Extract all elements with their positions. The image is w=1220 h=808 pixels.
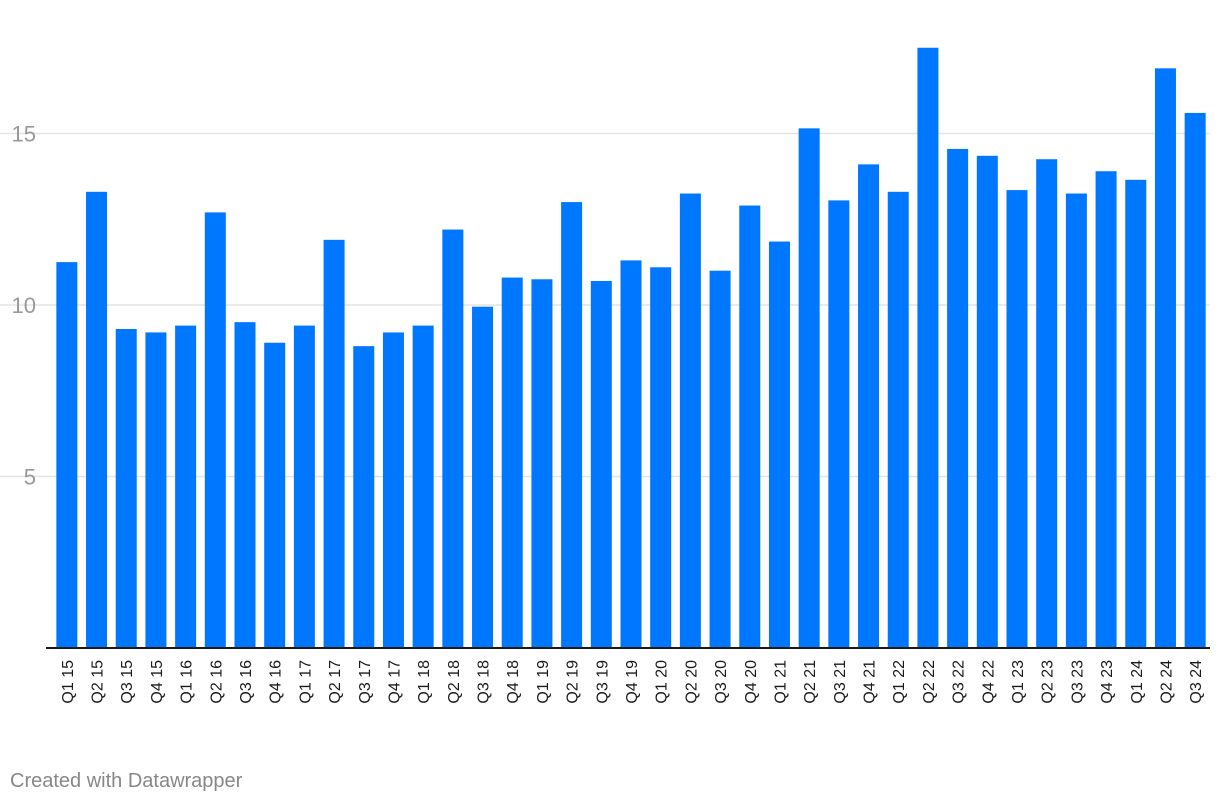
x-tick-label: Q1 15 [60,660,77,704]
bar [323,239,345,648]
bar [709,270,731,648]
x-tick-label: Q3 15 [119,660,136,704]
x-tick-label: Q1 21 [772,660,789,704]
bar [679,193,701,648]
x-tick-label: Q3 17 [357,660,374,704]
bar [145,332,167,648]
x-tick-label: Q1 22 [891,660,908,704]
x-tick-label: Q4 19 [624,660,641,704]
x-tick-label: Q1 19 [535,660,552,704]
bar [234,322,256,648]
bar [1184,112,1206,649]
bar [917,47,939,648]
bar [1095,171,1117,649]
bar [175,325,197,648]
x-tick-label: Q3 19 [594,660,611,704]
bar [947,148,969,648]
x-tick-label: Q3 16 [238,660,255,704]
bar [501,277,523,648]
bar [650,267,672,648]
x-tick-label: Q4 18 [505,660,522,704]
bar [976,155,998,649]
bar [620,260,642,648]
x-tick-label: Q4 21 [862,660,879,704]
x-tick-label: Q2 15 [90,660,107,704]
bar [1006,190,1028,648]
bar [887,191,909,648]
x-tick-label: Q2 21 [802,660,819,704]
x-tick-label: Q3 18 [476,660,493,704]
x-tick-label: Q2 23 [1040,660,1057,704]
x-tick-label: Q2 18 [446,660,463,704]
bar [1125,179,1147,648]
bar [768,241,790,649]
x-tick-label: Q1 23 [1010,660,1027,704]
x-tick-label: Q4 20 [743,660,760,704]
bar [798,128,820,649]
x-tick-label: Q1 17 [297,660,314,704]
y-tick-label: 5 [24,465,36,490]
bar [442,229,464,649]
x-tick-label: Q3 22 [951,660,968,704]
x-tick-label: Q2 19 [565,660,582,704]
x-tick-label: Q1 16 [179,660,196,704]
bar [56,262,78,648]
bar [1065,193,1087,648]
x-tick-label: Q4 16 [268,660,285,704]
x-tick-label: Q2 17 [327,660,344,704]
x-tick-label: Q1 24 [1129,660,1146,704]
x-tick-label: Q3 23 [1069,660,1086,704]
bar [472,306,494,648]
bar [115,329,137,648]
bar [1036,159,1058,648]
y-tick-label: 10 [12,293,36,318]
bar [828,200,850,648]
x-tick-label: Q2 24 [1158,660,1175,704]
x-tick-label: Q4 23 [1099,660,1116,704]
x-tick-label: Q4 17 [386,660,403,704]
bar [264,342,286,648]
bar [353,346,375,648]
bar [561,202,583,648]
x-tick-label: Q1 18 [416,660,433,704]
bar [531,279,553,648]
x-tick-label: Q3 20 [713,660,730,704]
x-tick-label: Q3 24 [1188,660,1205,704]
x-tick-label: Q3 21 [832,660,849,704]
bar [1154,68,1176,648]
bar [86,191,108,648]
x-axis-tick-labels: Q1 15 Q2 15 Q3 15 Q4 15 Q1 16 Q2 16 Q3 16 Q4 16… [60,660,1205,704]
bar [590,280,612,648]
bar [412,325,434,648]
y-axis-tick-labels: 5 10 15 [12,122,36,490]
x-tick-label: Q2 16 [208,660,225,704]
bar [204,212,226,648]
bars [56,47,1206,649]
x-tick-label: Q2 20 [683,660,700,704]
bar [382,332,404,648]
credit-text: Created with Datawrapper [10,770,243,792]
y-tick-label: 15 [12,122,36,147]
x-tick-label: Q4 22 [980,660,997,704]
bar [293,325,315,648]
bar [858,164,880,648]
x-tick-label: Q1 20 [654,660,671,704]
bar [739,205,761,648]
x-tick-label: Q4 15 [149,660,166,704]
x-tick-label: Q2 22 [921,660,938,704]
